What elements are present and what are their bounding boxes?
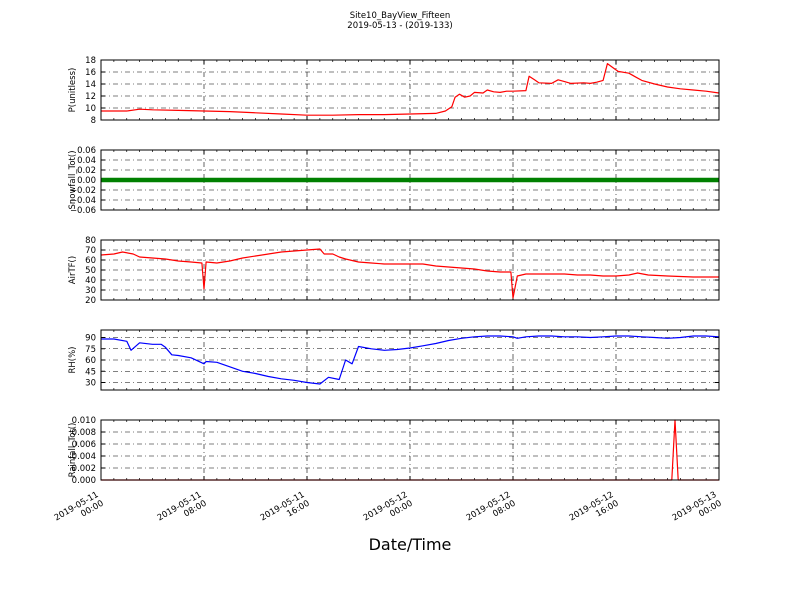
y-tick-label: 70: [85, 246, 96, 256]
panel-frame: [100, 149, 720, 211]
y-axis-label: P(unitless): [68, 68, 78, 113]
y-tick-label: 90: [85, 334, 96, 344]
y-tick-label: 45: [85, 367, 96, 377]
y-axis-label: Rainfall_Tot(): [68, 423, 78, 478]
x-tick-label: 2019-05-1108:00: [156, 490, 209, 532]
x-tick-label: 2019-05-1200:00: [362, 490, 415, 532]
y-tick-label: 18: [85, 56, 96, 66]
y-tick-label: 40: [85, 276, 96, 286]
panel-1: 8 10 12 14 16 18 P(unitless): [68, 56, 720, 126]
y-tick-label: 50: [85, 266, 96, 276]
x-tick-label: 2019-05-1116:00: [259, 490, 312, 532]
x-tick-label: 2019-05-1100:00: [53, 490, 106, 532]
y-tick-label: 20: [85, 296, 96, 306]
x-tick-label: 2019-05-1300:00: [671, 490, 724, 532]
y-tick-label: 60: [85, 256, 96, 266]
panel-5: 0.000 0.002 0.004 0.006 0.008 0.010Rainfall_T…: [68, 416, 720, 486]
y-tick-label: 30: [85, 286, 96, 296]
chart-subtitle: 2019-05-13 - (2019-133): [347, 21, 453, 31]
panel-frame: [100, 239, 720, 301]
panel-2: −0.06−0.04−0.020.000.020.040.06Snowfall_…: [68, 146, 720, 216]
y-tick-label: 0.010: [72, 416, 96, 426]
y-tick-label: −0.02: [70, 186, 96, 196]
series-line: [101, 62, 720, 116]
x-axis-label: Date/Time: [369, 535, 452, 554]
panel-frame: [100, 329, 720, 391]
y-tick-label: −0.04: [70, 196, 96, 206]
x-tick-label: 2019-05-1208:00: [465, 490, 518, 532]
y-tick-label: 60: [85, 356, 96, 366]
y-tick-label: 80: [85, 236, 96, 246]
y-tick-label: 0.06: [77, 146, 96, 156]
y-tick-label: −0.06: [70, 206, 96, 216]
y-tick-label: 8: [91, 116, 96, 126]
y-tick-label: 12: [85, 92, 96, 102]
panel-frame: [100, 419, 720, 481]
y-axis-label: AirTF(): [68, 256, 78, 284]
y-tick-label: 0.004: [72, 452, 96, 462]
y-tick-label: 30: [85, 379, 96, 389]
y-tick-label: 0.006: [72, 440, 96, 450]
y-tick-label: 0.002: [72, 464, 96, 474]
panel-frame: [100, 59, 720, 121]
chart-title: Site10_BayView_Fifteen: [349, 11, 451, 21]
y-tick-label: 75: [85, 345, 96, 355]
y-tick-label: 16: [85, 68, 96, 78]
y-tick-label: 0.00: [77, 176, 96, 186]
y-tick-label: 10: [85, 104, 96, 114]
y-tick-label: 0.02: [77, 166, 96, 176]
y-axis-label: RH(%): [68, 346, 78, 373]
y-tick-label: 0.000: [72, 476, 96, 486]
y-tick-label: 0.04: [77, 156, 96, 166]
y-axis-label: Snowfall_Tot(): [68, 150, 78, 209]
series-line: [100, 248, 719, 299]
series-line: [101, 335, 720, 385]
y-tick-label: 14: [85, 80, 96, 90]
x-tick-label: 2019-05-1216:00: [568, 490, 621, 532]
y-tick-label: 0.008: [72, 428, 96, 438]
